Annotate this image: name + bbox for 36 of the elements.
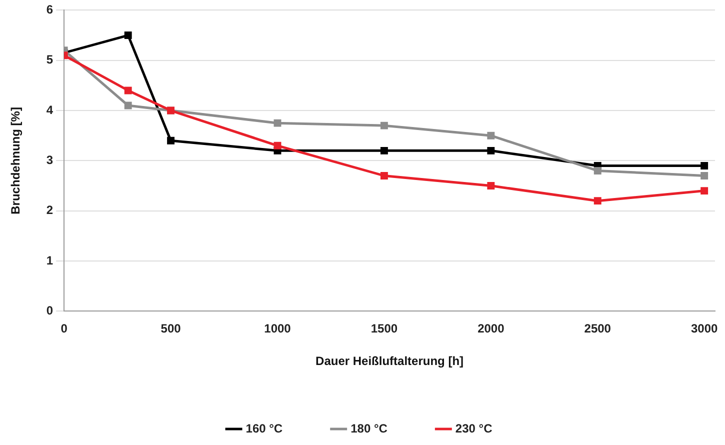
legend-label: 180 °C (350, 421, 388, 436)
x-tick-label: 500 (160, 322, 182, 336)
x-tick-label: 0 (60, 322, 68, 336)
x-tick-label: 1000 (264, 322, 292, 336)
point (700, 187, 708, 195)
x-axis-title: Dauer Heißluftalterung [h] (316, 354, 464, 368)
legend-label: 160 °C (246, 421, 283, 436)
point (124, 102, 132, 110)
x-tick-label: 3000 (690, 322, 718, 336)
point (700, 172, 708, 180)
y-tick-label: 2 (46, 203, 54, 218)
point (274, 119, 282, 127)
point (380, 172, 388, 180)
point (380, 122, 388, 130)
x-tick-label: 2500 (584, 322, 612, 336)
point (167, 136, 175, 144)
point (487, 132, 495, 140)
x-tick-label: 1500 (370, 322, 398, 336)
y-tick-label: 1 (46, 253, 54, 268)
y-tick-label: 6 (46, 2, 54, 17)
point (124, 86, 132, 94)
point (274, 142, 282, 150)
point (487, 182, 495, 190)
point (594, 197, 602, 205)
point (700, 162, 708, 170)
y-tick-label: 5 (46, 52, 54, 67)
point (124, 32, 132, 40)
x-tick-label: 2000 (478, 322, 505, 336)
y-axis-title: Bruchdehnung [%] (8, 107, 23, 214)
legend-label: 230 °C (455, 421, 493, 436)
point (380, 146, 388, 154)
y-tick-label: 0 (46, 304, 54, 318)
point (594, 167, 602, 174)
point (487, 146, 495, 154)
y-tick-label: 4 (46, 102, 54, 117)
y-tick-label: 3 (46, 153, 54, 168)
